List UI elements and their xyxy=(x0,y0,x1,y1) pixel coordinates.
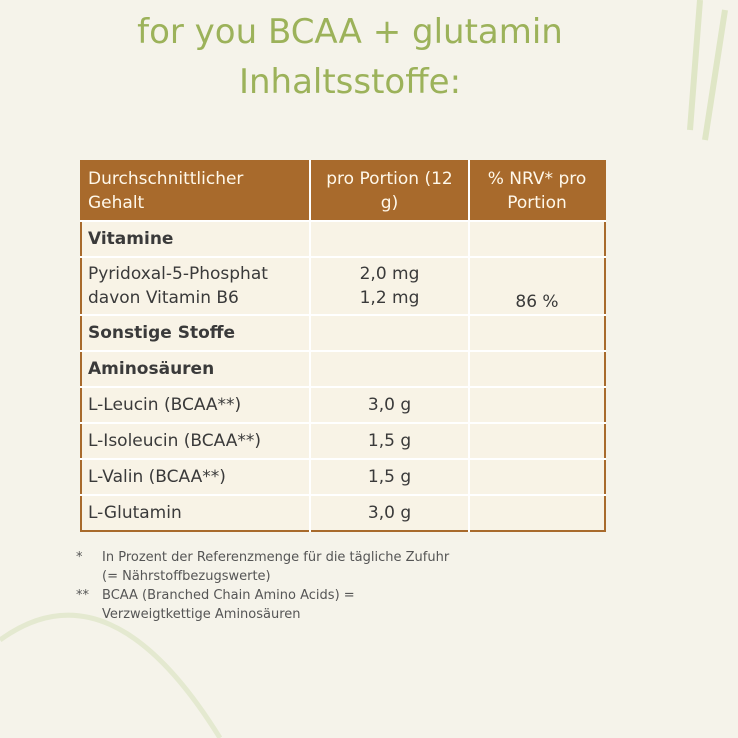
table-row: L-Valin (BCAA**) 1,5 g xyxy=(81,458,605,495)
amount-cell-text: 3,0 g xyxy=(367,503,412,523)
product-title: for you BCAA + glutamin xyxy=(137,12,563,52)
table-row: L-Leucin (BCAA**) 3,0 g xyxy=(81,386,605,423)
column-header: % NRV* pro Portion xyxy=(468,161,605,221)
name-cell-text: Aminosäuren xyxy=(88,359,215,379)
nrv-cell xyxy=(468,494,605,531)
footnote-text: In Prozent der Referenzmenge für die täg… xyxy=(102,550,450,584)
table-row: Pyridoxal-5-Phosphat davon Vitamin B6 2,0 … xyxy=(81,256,605,315)
name-cell-text: davon Vitamin B6 xyxy=(88,288,239,308)
table-row: L-Glutamin 3,0 g xyxy=(81,494,605,531)
amount-cell: 1,5 g xyxy=(309,458,469,495)
amount-cell-text: 3,0 g xyxy=(367,395,412,415)
table-row: Sonstige Stoffe xyxy=(81,314,605,351)
nrv-cell-text: 86 % xyxy=(515,292,559,312)
name-cell-text: L-Valin (BCAA**) xyxy=(88,467,226,487)
name-cell-text: L-Isoleucin (BCAA**) xyxy=(88,431,262,451)
name-cell: L-Glutamin xyxy=(81,494,310,531)
name-cell: Vitamine xyxy=(81,220,310,257)
name-cell: L-Valin (BCAA**) xyxy=(81,458,310,495)
amount-cell xyxy=(309,350,469,387)
nrv-cell: 86 % xyxy=(468,256,605,315)
amount-cell: 1,5 g xyxy=(309,422,469,459)
amount-cell-text: 1,5 g xyxy=(367,467,412,487)
name-cell: Pyridoxal-5-Phosphat davon Vitamin B6 xyxy=(81,256,310,315)
amount-cell: 2,0 mg 1,2 mg xyxy=(309,256,469,315)
name-cell-text: L-Glutamin xyxy=(88,503,182,523)
name-cell: Aminosäuren xyxy=(81,350,310,387)
footnote-mark: ** xyxy=(76,588,89,603)
name-cell-text: Sonstige Stoffe xyxy=(88,323,236,343)
column-header: pro Portion (12 g) xyxy=(309,161,469,221)
amount-cell: 3,0 g xyxy=(309,386,469,423)
table-row: Vitamine xyxy=(81,220,605,257)
amount-cell-text: 1,2 mg xyxy=(359,288,420,308)
nrv-cell xyxy=(468,422,605,459)
nrv-cell xyxy=(468,314,605,351)
column-header: Durchschnittlicher Gehalt xyxy=(81,161,310,221)
nrv-cell xyxy=(468,350,605,387)
name-cell-text: Pyridoxal-5-Phosphat xyxy=(88,264,268,284)
section-heading: Inhaltsstoffe: xyxy=(238,62,462,102)
name-cell-text: Vitamine xyxy=(88,229,174,249)
name-cell: L-Leucin (BCAA**) xyxy=(81,386,310,423)
amount-cell xyxy=(309,314,469,351)
name-cell: L-Isoleucin (BCAA**) xyxy=(81,422,310,459)
amount-cell xyxy=(309,220,469,257)
table-row: Aminosäuren xyxy=(81,350,605,387)
footnote-mark: * xyxy=(76,550,83,565)
nutrition-table: Durchschnittlicher Gehalt pro Portion (1… xyxy=(80,160,606,532)
amount-cell-text: 1,5 g xyxy=(367,431,412,451)
nrv-cell xyxy=(468,458,605,495)
nrv-cell xyxy=(468,386,605,423)
amount-cell-text: 2,0 mg xyxy=(359,264,420,284)
name-cell: Sonstige Stoffe xyxy=(81,314,310,351)
footnotes: * In Prozent der Referenzmenge für die tä… xyxy=(76,548,462,624)
table-row: L-Isoleucin (BCAA**) 1,5 g xyxy=(81,422,605,459)
nrv-cell xyxy=(468,220,605,257)
name-cell-text: L-Leucin (BCAA**) xyxy=(88,395,242,415)
amount-cell: 3,0 g xyxy=(309,494,469,531)
footnote-text: BCAA (Branched Chain Amino Acids) = Verz… xyxy=(102,588,355,622)
